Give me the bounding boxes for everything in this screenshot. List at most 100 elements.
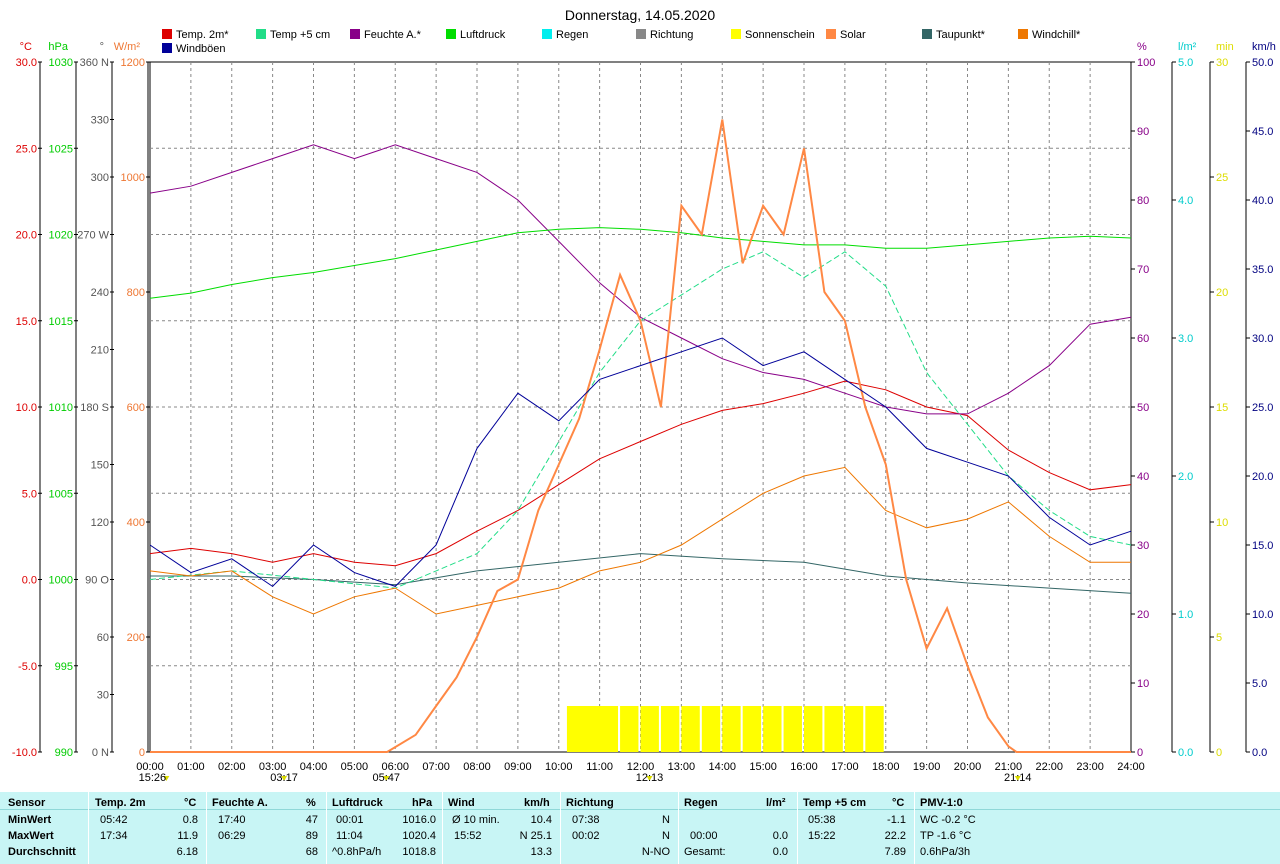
right-axis-unit: min xyxy=(1216,41,1234,53)
left-axis-tick-label: 1010 xyxy=(49,402,73,414)
col-feuchte-header: Feuchte A. xyxy=(212,797,268,809)
temp2m-max-value: 11.9 xyxy=(177,830,198,842)
left-axis-tick-label: 600 xyxy=(127,402,145,414)
legend-label: Richtung xyxy=(650,29,693,41)
time-marker-label: 03:17 xyxy=(270,772,298,784)
x-tick-label: 00:00 xyxy=(136,761,164,773)
x-tick-label: 16:00 xyxy=(790,761,818,773)
right-axis-tick-label: 60 xyxy=(1137,333,1149,345)
series-line-temp-5-cm xyxy=(149,251,1132,589)
right-axis-tick-label: 4.0 xyxy=(1178,195,1193,207)
time-marker-icon xyxy=(281,776,288,781)
left-axis-tick-label: 300 xyxy=(91,172,109,184)
legend-label: Windchill* xyxy=(1032,29,1081,41)
luftdruck-min-value: 1016.0 xyxy=(402,814,436,826)
x-tick-label: 13:00 xyxy=(668,761,696,773)
sunshine-bar xyxy=(722,706,741,752)
left-axis-tick-label: 990 xyxy=(55,747,73,759)
feuchte-avg: 68 xyxy=(305,846,318,858)
sunshine-bar xyxy=(824,706,843,752)
right-axis-unit: km/h xyxy=(1252,41,1276,53)
wind-avg: 13.3 xyxy=(530,846,552,858)
feuchte-max-value: 89 xyxy=(305,830,318,842)
right-axis-tick-label: 20 xyxy=(1137,609,1149,621)
right-axis-tick-label: 1.0 xyxy=(1178,609,1193,621)
right-axis-tick-label: 100 xyxy=(1137,57,1155,69)
right-axis-tick-label: 2.0 xyxy=(1178,471,1193,483)
right-axis-tick-label: 0.0 xyxy=(1178,747,1193,759)
feuchte-min-value: 47 xyxy=(305,814,318,826)
right-axis-tick-label: 0 xyxy=(1216,747,1222,759)
series-line-feuchte-a xyxy=(149,144,1132,415)
x-tick-label: 15:00 xyxy=(749,761,777,773)
weather-chart: 00:00 01:00 02:00 03:00 04:00 05:00 06:00 07:00… xyxy=(12,7,1276,784)
left-axis-tick-label: 200 xyxy=(127,632,145,644)
series-line-windchill xyxy=(149,466,1131,615)
row-label-max: MaxWert xyxy=(8,830,54,842)
col-luftdruck-unit: hPa xyxy=(412,797,433,809)
left-axis-tick-label: -10.0 xyxy=(12,747,37,759)
left-axis-unit: hPa xyxy=(48,41,68,53)
legend-swatch xyxy=(826,29,836,39)
right-axis-tick-label: 10 xyxy=(1216,517,1228,529)
legend-swatch xyxy=(922,29,932,39)
right-axis-tick-label: 25 xyxy=(1216,172,1228,184)
legend-label: Regen xyxy=(556,29,588,41)
x-tick-label: 02:00 xyxy=(218,761,246,773)
legend-label: Temp +5 cm xyxy=(270,29,330,41)
right-axis-tick-label: 40 xyxy=(1137,471,1149,483)
left-axis-tick-label: 15.0 xyxy=(16,316,37,328)
temp5-min-value: -1.1 xyxy=(887,814,906,826)
temp2m-max-time: 17:34 xyxy=(100,830,128,842)
left-axis-tick-label: 25.0 xyxy=(16,143,37,155)
col-regen-unit: l/m² xyxy=(766,797,786,809)
left-axis-tick-label: 0.0 xyxy=(22,575,37,587)
x-tick-label: 09:00 xyxy=(504,761,532,773)
time-marker-label: 05:47 xyxy=(372,772,400,784)
left-axis-tick-label: 0 xyxy=(139,747,145,759)
grid xyxy=(150,62,1131,752)
left-axis-tick-label: 1025 xyxy=(49,143,73,155)
sunshine-bar xyxy=(681,706,700,752)
left-axis-tick-label: 180 S xyxy=(80,402,109,414)
right-axis-tick-label: 90 xyxy=(1137,126,1149,138)
x-tick-label: 03:00 xyxy=(259,761,287,773)
regen-max-time: 00:00 xyxy=(690,830,718,842)
right-axis-tick-label: 20.0 xyxy=(1252,471,1273,483)
series-line-solar xyxy=(150,119,1131,753)
right-axis-tick-label: 30 xyxy=(1137,540,1149,552)
left-axis-tick-label: 150 xyxy=(91,460,109,472)
row-label-avg: Durchschnitt xyxy=(8,846,76,858)
right-axis-tick-label: 10 xyxy=(1137,678,1149,690)
col-temp5-unit: °C xyxy=(892,797,905,809)
series-line-windb-en xyxy=(149,337,1132,588)
regen-total-value: 0.0 xyxy=(772,846,788,858)
series-line-luftdruck xyxy=(149,227,1132,299)
left-axis-tick-label: 60 xyxy=(97,632,109,644)
legend-label: Sonnenschein xyxy=(745,29,815,41)
temp2m-avg: 6.18 xyxy=(176,846,198,858)
right-axis-tick-label: 15 xyxy=(1216,402,1228,414)
temp5-max-time: 15:22 xyxy=(808,830,836,842)
right-axis-tick-label: 15.0 xyxy=(1252,540,1273,552)
regen-total-label: Gesamt: xyxy=(684,846,726,858)
left-axis-tick-label: 1020 xyxy=(49,230,73,242)
temp5-avg: 7.89 xyxy=(884,846,906,858)
feuchte-min-time: 17:40 xyxy=(218,814,246,826)
left-axis-tick-label: 30 xyxy=(97,690,109,702)
right-axis-tick-label: 30 xyxy=(1216,57,1228,69)
legend-swatch xyxy=(162,43,172,53)
right-axis-tick-label: 0.0 xyxy=(1252,747,1267,759)
x-tick-label: 14:00 xyxy=(708,761,736,773)
sunshine-bar xyxy=(865,706,884,752)
sunshine-bar xyxy=(640,706,659,752)
legend-label: Feuchte A.* xyxy=(364,29,422,41)
left-axis-unit: °C xyxy=(20,41,32,53)
time-marker-icon xyxy=(163,776,170,781)
right-axis-tick-label: 80 xyxy=(1137,195,1149,207)
legend-swatch xyxy=(162,29,172,39)
luftdruck-max-value: 1020.4 xyxy=(402,830,436,842)
left-axis-tick-label: 1030 xyxy=(49,57,73,69)
col-temp5-header: Temp +5 cm xyxy=(803,797,867,809)
x-tick-label: 22:00 xyxy=(1035,761,1063,773)
